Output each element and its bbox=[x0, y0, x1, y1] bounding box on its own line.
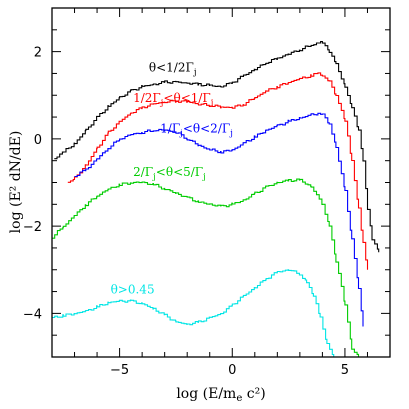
ticks-group: −5 0 5 −4 −2 0 2 bbox=[23, 7, 391, 378]
x-tick-label: 5 bbox=[341, 363, 349, 378]
series-label: θ<1/2Γj​ bbox=[149, 60, 197, 77]
y-tick-label: −4 bbox=[23, 307, 42, 322]
y-tick-label: 2 bbox=[34, 46, 42, 61]
curve-labels-group: θ<1/2Γj​ 1/2Γj​<θ<1/Γj​ 1/Γj​<θ<2/Γj​ 2/Γj​… bbox=[111, 60, 233, 296]
series-label: 2/Γj​<θ<5/Γj​ bbox=[133, 165, 206, 182]
series-label: 1/2Γj​<θ<1/Γj​ bbox=[133, 91, 213, 108]
series-line bbox=[52, 178, 360, 357]
series-line bbox=[54, 41, 380, 253]
x-tick-label: 0 bbox=[228, 363, 236, 378]
series-label: 1/Γj​<θ<2/Γj​ bbox=[160, 121, 233, 138]
x-tick-label: −5 bbox=[110, 363, 129, 378]
x-axis-label: log (E/me​ c²) bbox=[176, 386, 265, 404]
series-line bbox=[67, 72, 369, 270]
curves-group bbox=[52, 41, 380, 357]
series-line bbox=[74, 112, 364, 327]
y-tick-label: 0 bbox=[34, 133, 42, 148]
series-label: θ>0.45 bbox=[111, 283, 155, 297]
y-tick-label: −2 bbox=[23, 220, 42, 235]
series-line bbox=[52, 269, 335, 357]
y-axis-label: log (E² dN/dE) bbox=[8, 131, 24, 234]
